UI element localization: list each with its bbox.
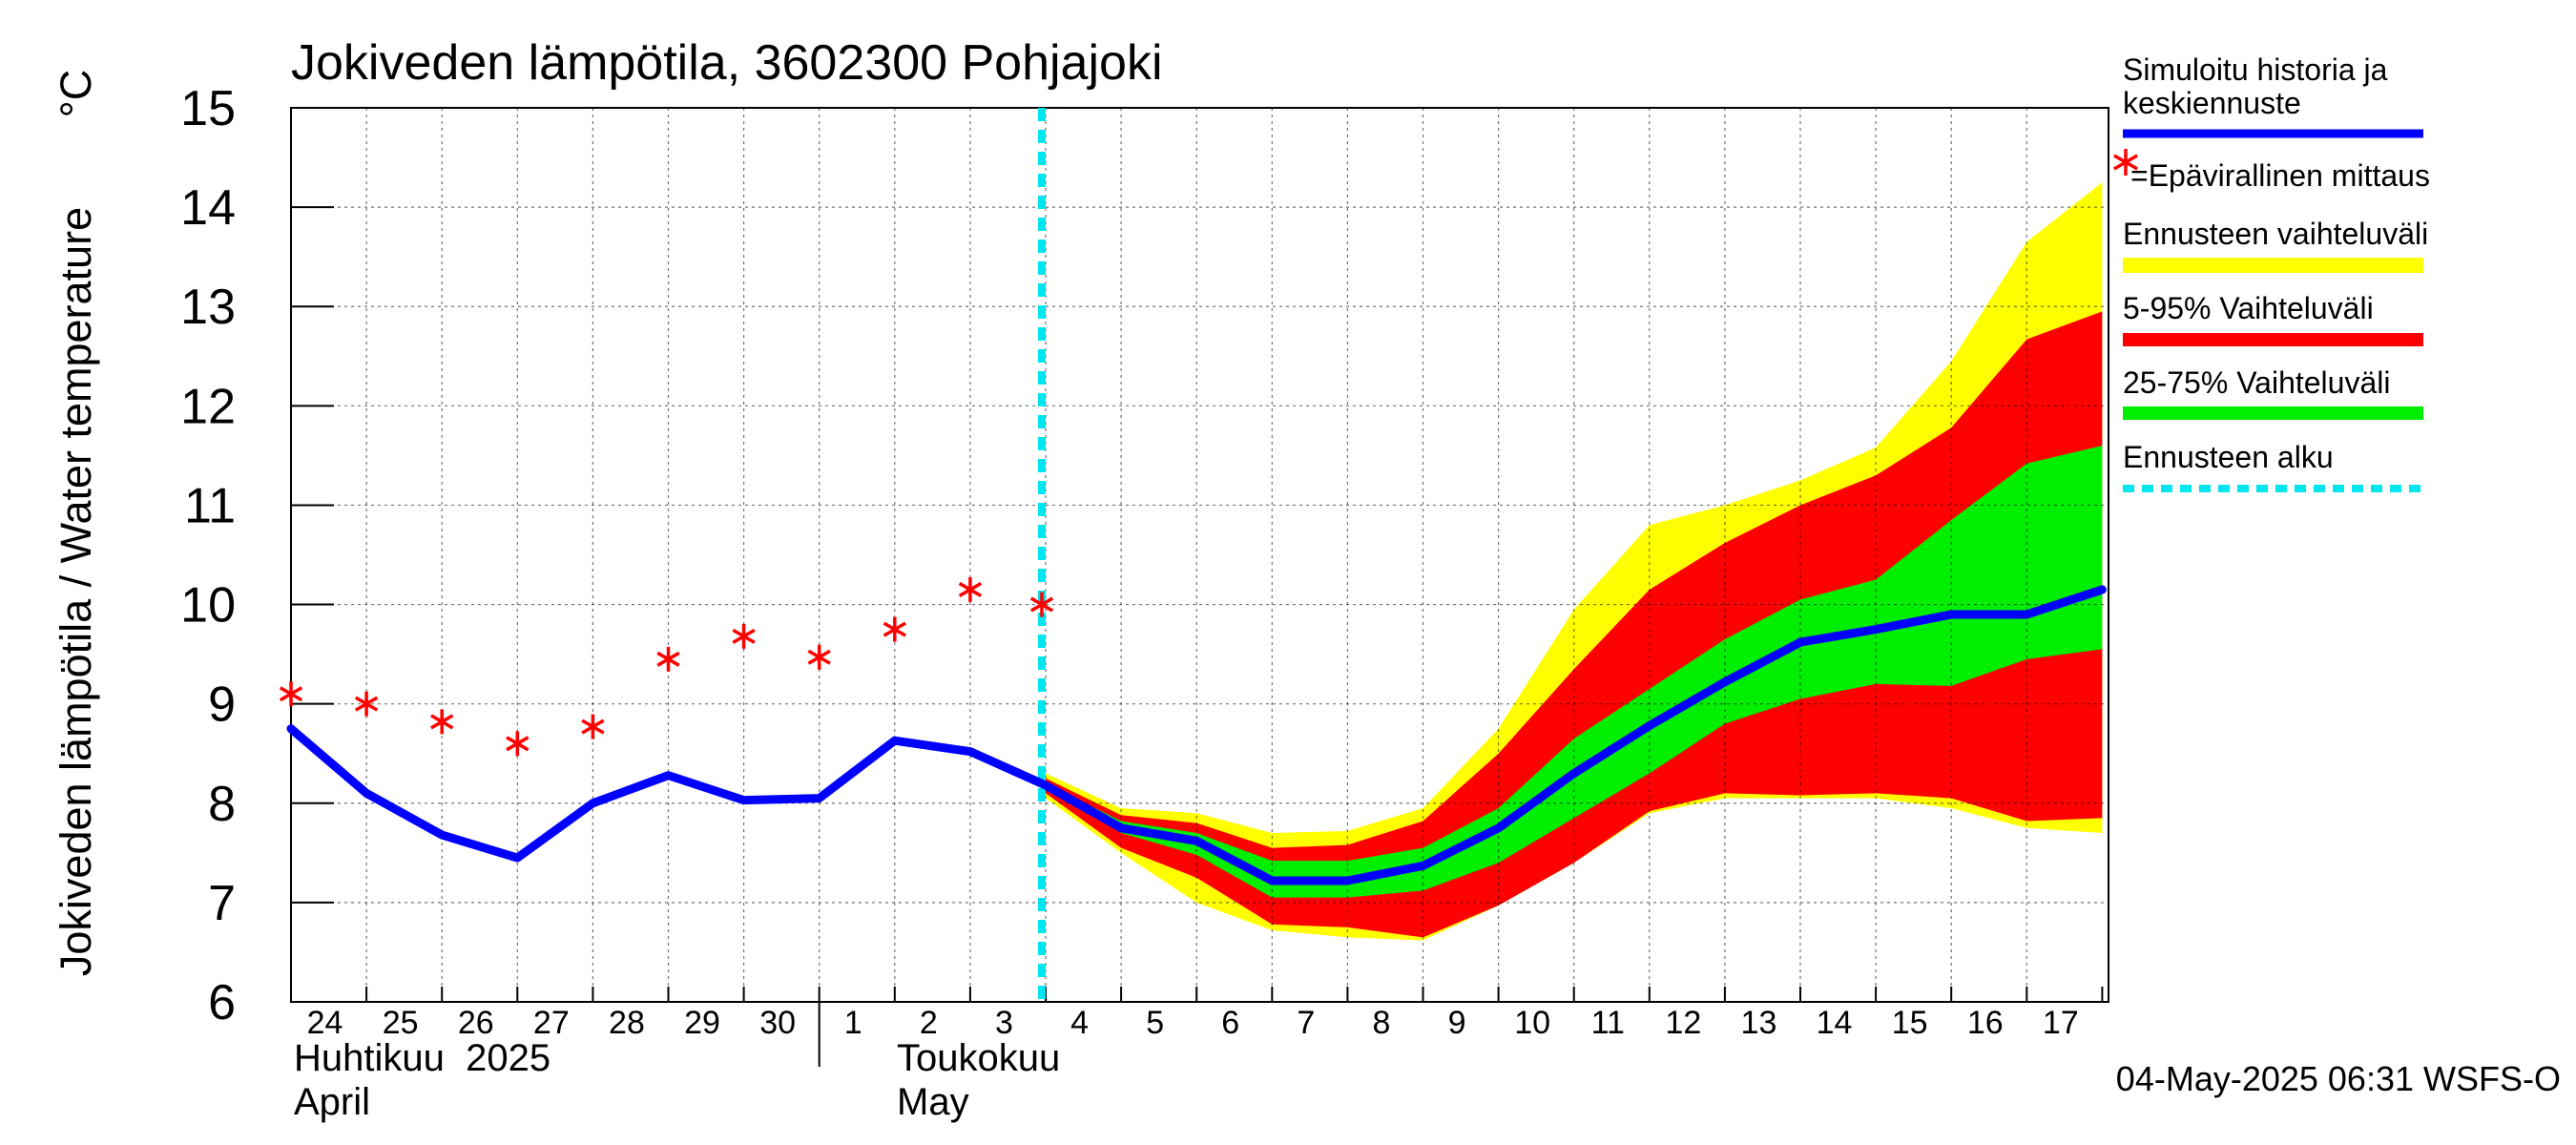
observation-point — [807, 644, 831, 670]
x-tick-label: 2 — [920, 1005, 938, 1041]
x-tick-label: 8 — [1372, 1005, 1390, 1041]
y-tick-label: 14 — [180, 180, 236, 236]
y-tick-label: 7 — [208, 876, 236, 931]
y-axis-label: Jokiveden lämpötila / Water temperature — [52, 207, 100, 976]
legend-label-forecast-range: Ennusteen vaihteluväli — [2123, 217, 2428, 251]
x-tick-label: 6 — [1221, 1005, 1239, 1041]
x-tick-label: 4 — [1070, 1005, 1089, 1041]
y-tick-label: 6 — [208, 975, 236, 1030]
observation-point — [279, 681, 303, 707]
footer-timestamp: 04-May-2025 06:31 WSFS-O — [2116, 1059, 2561, 1098]
x-tick-label: 26 — [458, 1005, 494, 1041]
x-tick-label: 25 — [383, 1005, 419, 1041]
x-tick-label: 7 — [1297, 1005, 1315, 1041]
x-tick-label: 17 — [2043, 1005, 2079, 1041]
x-tick-label: 13 — [1741, 1005, 1777, 1041]
observation-point — [958, 576, 983, 602]
y-tick-label: 15 — [180, 81, 236, 136]
series-line-simulated — [286, 585, 2107, 885]
x-tick-label: 1 — [844, 1005, 862, 1041]
month-label-en: April — [294, 1081, 370, 1123]
x-tick-label: 24 — [307, 1005, 343, 1041]
x-tick-label: 10 — [1514, 1005, 1550, 1041]
legend-label-p25-75: 25-75% Vaihteluväli — [2123, 365, 2390, 400]
x-tick-label: 15 — [1892, 1005, 1928, 1041]
month-label-fi: Toukokuu — [897, 1037, 1060, 1079]
plot-frame — [290, 107, 2109, 1003]
y-tick-label: 8 — [208, 777, 236, 832]
observation-point — [506, 731, 530, 757]
y-tick-label: 13 — [180, 280, 236, 335]
x-tick-label: 12 — [1665, 1005, 1701, 1041]
legend-label-observation: =Epävirallinen mittaus — [2130, 158, 2430, 193]
band-p5-95 — [1046, 311, 2103, 938]
x-tick-label: 16 — [1967, 1005, 2004, 1041]
legend-label-simulated: Simuloitu historia ja keskiennuste — [2123, 52, 2388, 120]
x-tick-label: 27 — [533, 1005, 570, 1041]
y-tick-label: 9 — [208, 677, 236, 733]
month-label-en: May — [897, 1081, 969, 1123]
x-tick-label: 3 — [995, 1005, 1013, 1041]
month-label-fi: Huhtikuu 2025 — [294, 1037, 551, 1079]
x-tick-label: 30 — [759, 1005, 796, 1041]
observation-point — [732, 623, 756, 649]
y-tick-label: 11 — [184, 478, 236, 533]
x-tick-label: 29 — [684, 1005, 720, 1041]
observation-point — [656, 646, 680, 672]
chart-title: Jokiveden lämpötila, 3602300 Pohjajoki — [291, 35, 1163, 91]
x-tick-label: 14 — [1817, 1005, 1853, 1041]
legend-label-p5-95: 5-95% Vaihteluväli — [2123, 291, 2374, 325]
x-tick-label: 5 — [1146, 1005, 1164, 1041]
y-axis-unit: °C — [52, 70, 100, 118]
observation-point — [1029, 592, 1054, 617]
observation-point — [430, 709, 454, 735]
x-tick-label: 9 — [1448, 1005, 1466, 1041]
band-p25-75 — [1046, 445, 2103, 898]
legend: Simuloitu historia ja keskiennuste =Epävir… — [2113, 52, 2430, 492]
observation-point — [354, 691, 379, 717]
x-tick-label: 28 — [609, 1005, 645, 1041]
observation-point — [581, 714, 605, 739]
x-tick-label: 11 — [1591, 1005, 1625, 1041]
legend-swatch-observation — [2113, 149, 2138, 176]
y-tick-label: 10 — [180, 578, 236, 634]
y-tick-label: 12 — [180, 379, 236, 434]
observation-point — [883, 616, 906, 642]
legend-label-forecast-start: Ennusteen alku — [2123, 440, 2334, 474]
